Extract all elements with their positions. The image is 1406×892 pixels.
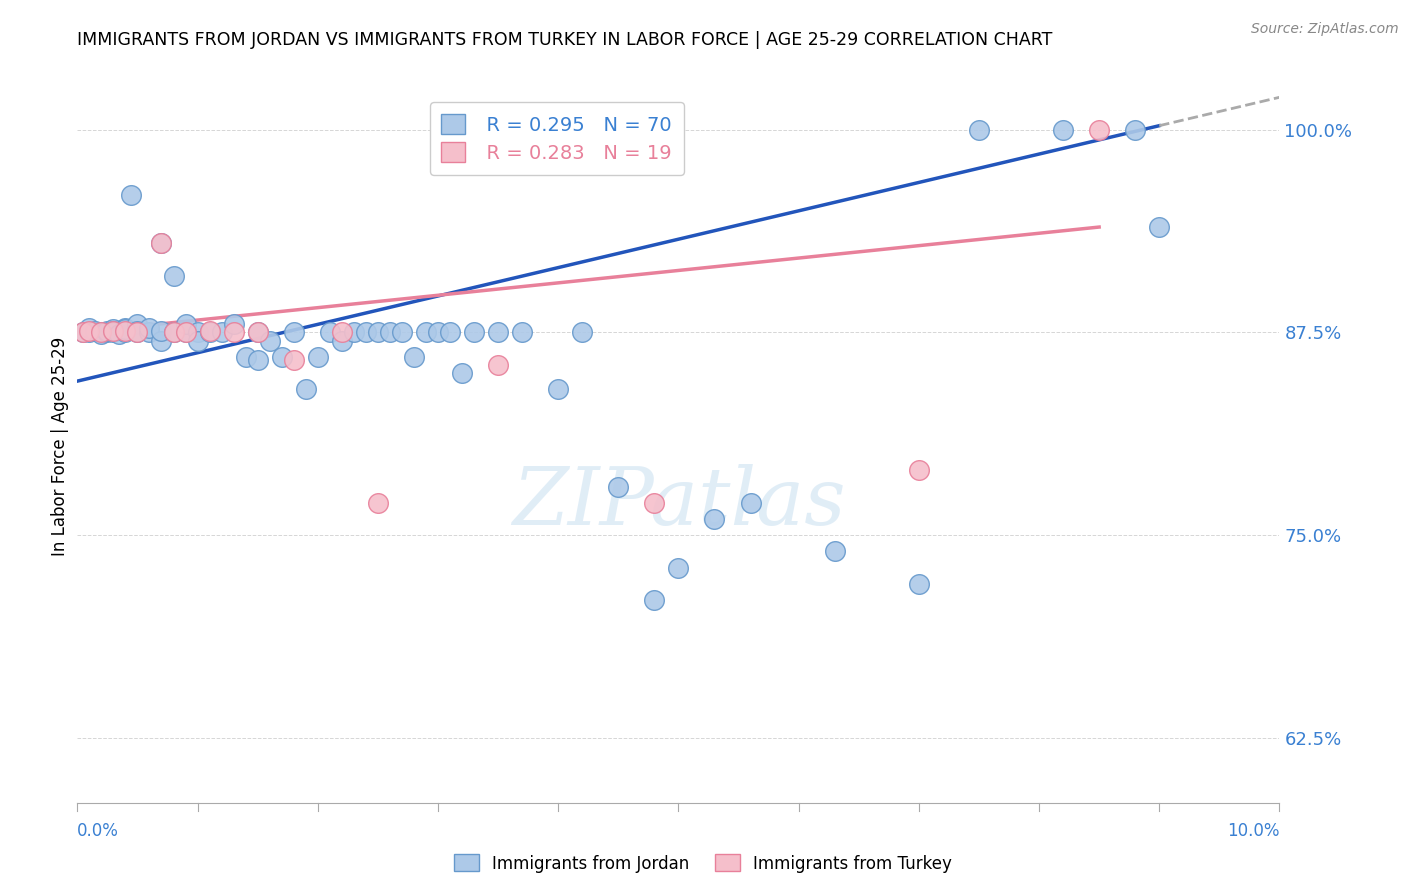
Point <box>343 326 366 340</box>
Point <box>307 350 329 364</box>
Point <box>162 326 184 340</box>
Point <box>547 382 569 396</box>
Point <box>90 326 112 340</box>
Point <box>150 236 173 251</box>
Point <box>607 479 630 493</box>
Text: 10.0%: 10.0% <box>1227 822 1279 840</box>
Point <box>824 544 846 558</box>
Point <box>150 334 173 348</box>
Point <box>79 324 101 338</box>
Point <box>150 324 173 338</box>
Point <box>391 326 413 340</box>
Point <box>1088 122 1111 136</box>
Point <box>138 326 160 340</box>
Point <box>103 322 125 336</box>
Point <box>72 326 94 340</box>
Point <box>198 326 221 340</box>
Point <box>378 326 401 340</box>
Point <box>571 326 593 340</box>
Point <box>294 382 316 396</box>
Point <box>222 318 245 332</box>
Point <box>246 353 269 368</box>
Point <box>451 366 474 380</box>
Point <box>1123 122 1146 136</box>
Point <box>908 463 931 477</box>
Point <box>740 496 762 510</box>
Point <box>643 496 665 510</box>
Point <box>1052 122 1074 136</box>
Point <box>79 326 101 340</box>
Point <box>103 324 125 338</box>
Point <box>127 326 149 340</box>
Point <box>103 324 125 338</box>
Point <box>103 326 125 340</box>
Point <box>246 326 269 340</box>
Point <box>84 324 107 338</box>
Point <box>127 318 149 332</box>
Point <box>198 324 221 338</box>
Point <box>235 350 257 364</box>
Point <box>486 358 509 372</box>
Point <box>174 318 197 332</box>
Point <box>150 236 173 251</box>
Point <box>96 326 118 340</box>
Point <box>222 326 245 340</box>
Point <box>967 122 990 136</box>
Point <box>174 326 197 340</box>
Point <box>367 496 389 510</box>
Point <box>402 350 425 364</box>
Point <box>114 322 136 336</box>
Point <box>114 324 136 338</box>
Point <box>127 326 149 340</box>
Text: ZIPatlas: ZIPatlas <box>512 465 845 541</box>
Point <box>108 327 131 342</box>
Point <box>270 350 292 364</box>
Point <box>330 326 353 340</box>
Point <box>439 326 461 340</box>
Point <box>510 326 533 340</box>
Point <box>330 334 353 348</box>
Point <box>354 326 377 340</box>
Point <box>174 326 197 340</box>
Point <box>703 512 725 526</box>
Point <box>211 326 233 340</box>
Point <box>643 593 665 607</box>
Point <box>186 326 209 340</box>
Point <box>72 326 94 340</box>
Point <box>415 326 437 340</box>
Point <box>138 320 160 334</box>
Text: Source: ZipAtlas.com: Source: ZipAtlas.com <box>1251 22 1399 37</box>
Legend: Immigrants from Jordan, Immigrants from Turkey: Immigrants from Jordan, Immigrants from … <box>447 847 959 880</box>
Point <box>90 326 112 340</box>
Point <box>463 326 485 340</box>
Point <box>283 326 305 340</box>
Point <box>96 324 118 338</box>
Legend:   R = 0.295   N = 70,   R = 0.283   N = 19: R = 0.295 N = 70, R = 0.283 N = 19 <box>430 103 683 175</box>
Point <box>283 353 305 368</box>
Point <box>908 577 931 591</box>
Point <box>90 327 112 342</box>
Point <box>486 326 509 340</box>
Text: IMMIGRANTS FROM JORDAN VS IMMIGRANTS FROM TURKEY IN LABOR FORCE | AGE 25-29 CORR: IMMIGRANTS FROM JORDAN VS IMMIGRANTS FRO… <box>77 31 1053 49</box>
Point <box>186 334 209 348</box>
Point <box>427 326 450 340</box>
Point <box>246 326 269 340</box>
Point <box>127 324 149 338</box>
Point <box>259 334 281 348</box>
Point <box>162 268 184 283</box>
Point <box>103 324 125 338</box>
Text: 0.0%: 0.0% <box>77 822 120 840</box>
Y-axis label: In Labor Force | Age 25-29: In Labor Force | Age 25-29 <box>51 336 69 556</box>
Point <box>319 326 342 340</box>
Point <box>114 320 136 334</box>
Point <box>120 187 142 202</box>
Point <box>367 326 389 340</box>
Point <box>1149 220 1171 235</box>
Point <box>668 560 690 574</box>
Point <box>114 326 136 340</box>
Point <box>79 320 101 334</box>
Point <box>162 326 184 340</box>
